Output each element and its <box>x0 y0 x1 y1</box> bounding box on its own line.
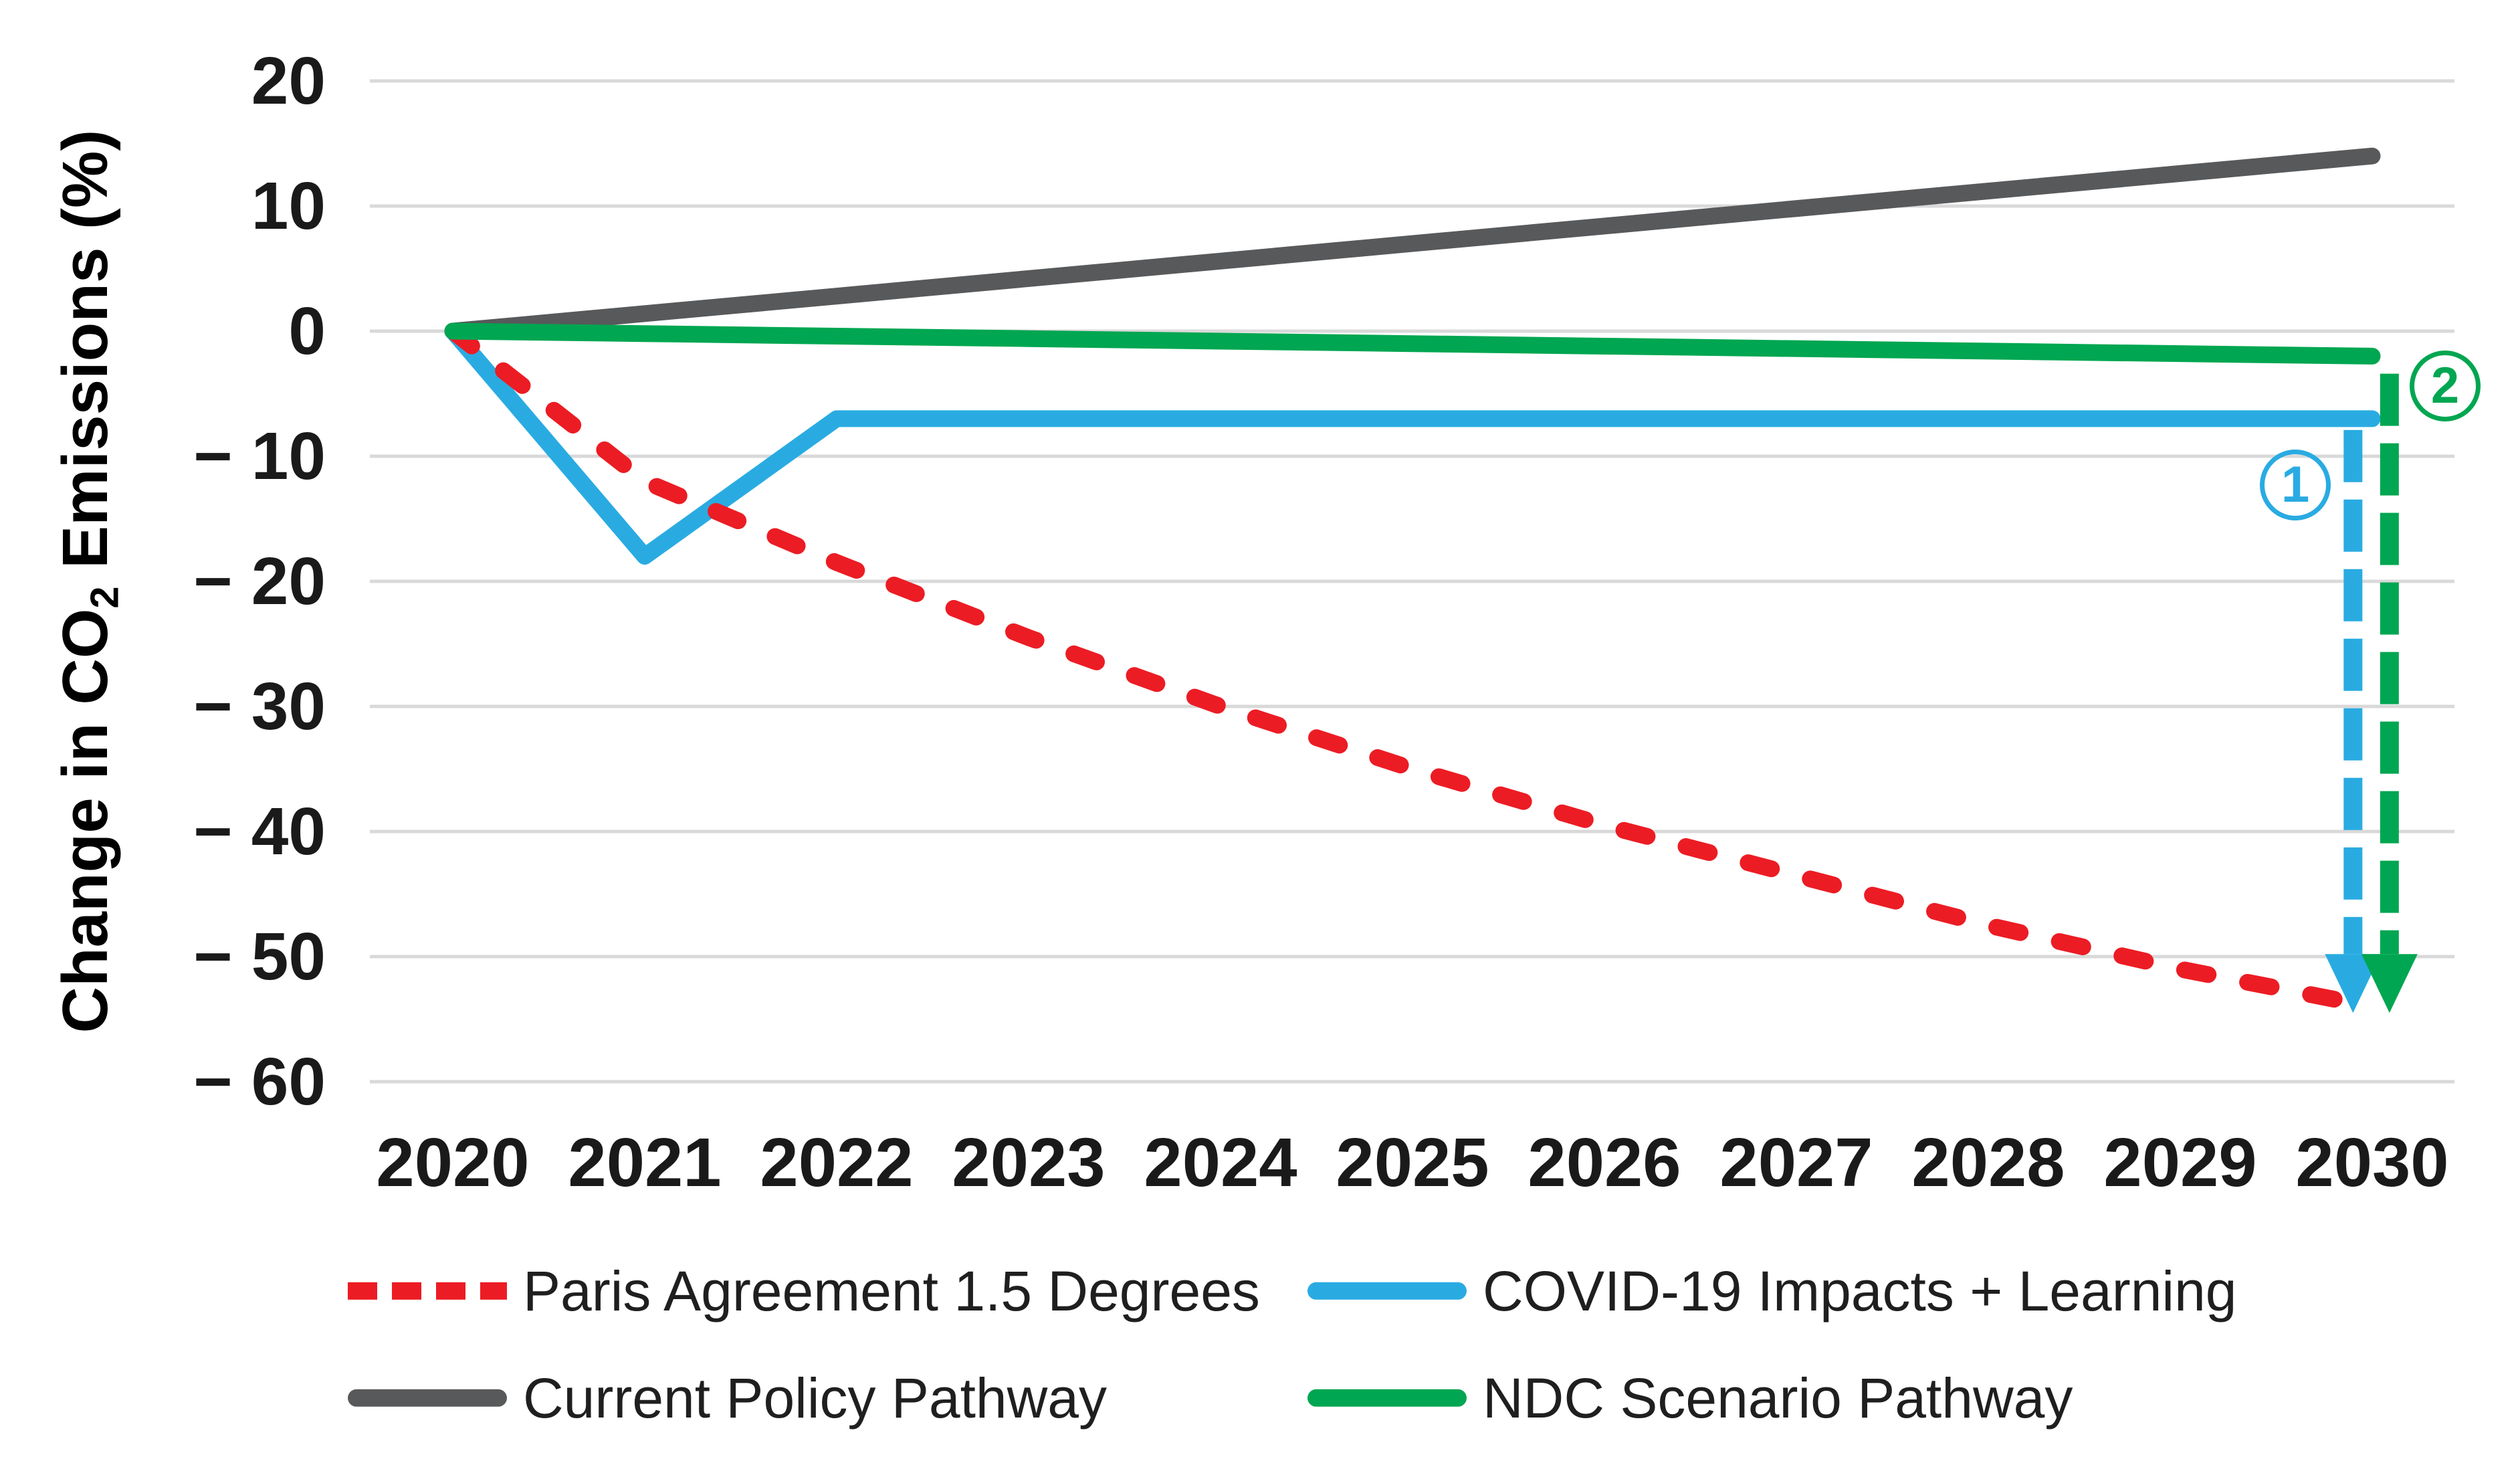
y-tick-label--30: −30 <box>0 669 326 744</box>
x-tick-label-2024: 2024 <box>1144 1124 1297 1201</box>
legend-swatch-ndc-scenario-pathway <box>1307 1389 1467 1407</box>
legend-label: Paris Agreement 1.5 Degrees <box>523 1259 1260 1323</box>
legend-swatch-covid-19-impacts-learning <box>1307 1282 1467 1300</box>
x-tick-label-2020: 2020 <box>376 1124 530 1201</box>
x-tick-label-2027: 2027 <box>1719 1124 1873 1201</box>
minus-sign: − <box>193 544 233 619</box>
y-tick-number: 40 <box>251 794 326 869</box>
minus-sign: − <box>193 794 233 869</box>
minus-sign: − <box>193 1044 233 1119</box>
y-tick-label-0: 0 <box>288 294 326 369</box>
legend-swatch-current-policy-pathway <box>348 1389 507 1407</box>
series-line-current-policy-pathway <box>444 147 2381 340</box>
y-tick-label--20: −20 <box>0 544 326 619</box>
legend-label: NDC Scenario Pathway <box>1483 1366 2073 1430</box>
x-tick-label-2026: 2026 <box>1528 1124 1681 1201</box>
x-tick-label-2028: 2028 <box>1911 1124 2065 1201</box>
covid-drop-arrow-head <box>2325 954 2382 1013</box>
circled-1-badge: 1 <box>2260 450 2331 520</box>
y-tick-number: 20 <box>251 544 326 619</box>
series-line-ndc-scenario-pathway <box>444 322 2381 365</box>
series-line-paris-agreement-1-5-degrees <box>444 322 2381 1015</box>
minus-sign: − <box>193 919 233 994</box>
y-tick-label--50: −50 <box>0 919 326 994</box>
series-line-covid-19-impacts-learning <box>444 322 2381 565</box>
x-tick-label-2021: 2021 <box>568 1124 722 1201</box>
y-tick-label--10: −10 <box>0 419 326 494</box>
legend-label: COVID-19 Impacts + Learning <box>1483 1259 2237 1323</box>
y-tick-label-20: 20 <box>251 43 326 118</box>
y-tick-number: 30 <box>251 669 326 744</box>
y-tick-label--60: −60 <box>0 1044 326 1119</box>
x-tick-label-2025: 2025 <box>1336 1124 1489 1201</box>
minus-sign: − <box>193 419 233 494</box>
ndc-drop-arrow-head <box>2361 954 2418 1013</box>
legend-item-covid-19-impacts-learning: COVID-19 Impacts + Learning <box>1307 1260 2237 1322</box>
y-tick-number: 10 <box>251 419 326 494</box>
y-tick-label--40: −40 <box>0 794 326 869</box>
legend-item-paris-agreement-1-5-degrees: Paris Agreement 1.5 Degrees <box>348 1260 1260 1322</box>
y-tick-label-10: 10 <box>251 169 326 243</box>
legend-item-ndc-scenario-pathway: NDC Scenario Pathway <box>1307 1367 2073 1429</box>
legend-swatch-paris-agreement-1-5-degrees <box>348 1282 507 1300</box>
minus-sign: − <box>193 669 233 744</box>
x-tick-label-2022: 2022 <box>760 1124 914 1201</box>
x-tick-label-2030: 2030 <box>2295 1124 2449 1201</box>
y-tick-number: 50 <box>251 919 326 994</box>
legend-item-current-policy-pathway: Current Policy Pathway <box>348 1367 1107 1429</box>
x-tick-label-2023: 2023 <box>952 1124 1106 1201</box>
legend-label: Current Policy Pathway <box>523 1366 1108 1430</box>
x-tick-label-2029: 2029 <box>2103 1124 2257 1201</box>
y-tick-number: 60 <box>251 1044 326 1119</box>
circled-2-badge: 2 <box>2410 351 2481 422</box>
